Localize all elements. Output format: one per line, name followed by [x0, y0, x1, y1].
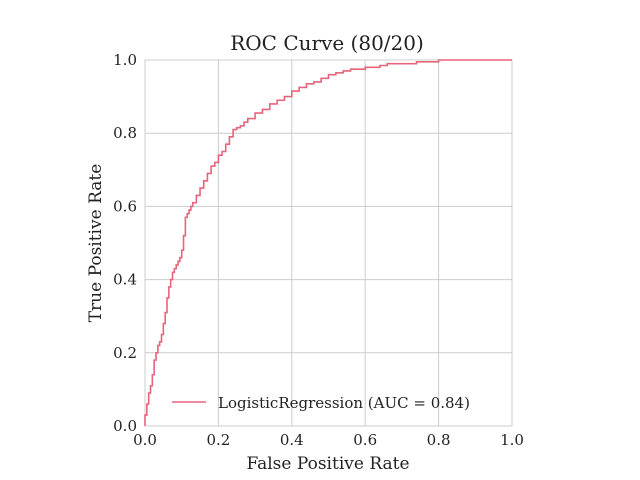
plot-frame	[144, 59, 513, 427]
y-tick-label: 0.8	[113, 124, 137, 142]
x-tick-label: 0.8	[427, 431, 451, 449]
legend: LogisticRegression (AUC = 0.84)	[172, 394, 470, 412]
roc-curve-line	[144, 59, 512, 426]
chart-title: ROC Curve (80/20)	[230, 31, 424, 55]
x-tick-label: 0.2	[206, 431, 230, 449]
y-axis-label: True Positive Rate	[86, 164, 106, 323]
x-axis-label: False Positive Rate	[246, 454, 409, 474]
y-tick-label: 0.2	[113, 344, 137, 362]
x-tick-label: 1.0	[500, 431, 524, 449]
grid	[144, 59, 513, 427]
y-tick-label: 1.0	[113, 51, 137, 69]
y-tick-label: 0.0	[113, 417, 137, 435]
x-tick-label: 0.4	[280, 431, 304, 449]
y-tick-label: 0.6	[113, 197, 137, 215]
x-tick-label: 0.6	[353, 431, 377, 449]
x-tick-label: 0.0	[133, 431, 157, 449]
legend-label: LogisticRegression (AUC = 0.84)	[218, 394, 470, 412]
ticks: 0.0 0.2 0.4 0.6 0.8 1.0 0.0 0.2 0.4 0.6 0.8 1.0	[113, 51, 524, 449]
y-tick-label: 0.4	[113, 271, 137, 289]
